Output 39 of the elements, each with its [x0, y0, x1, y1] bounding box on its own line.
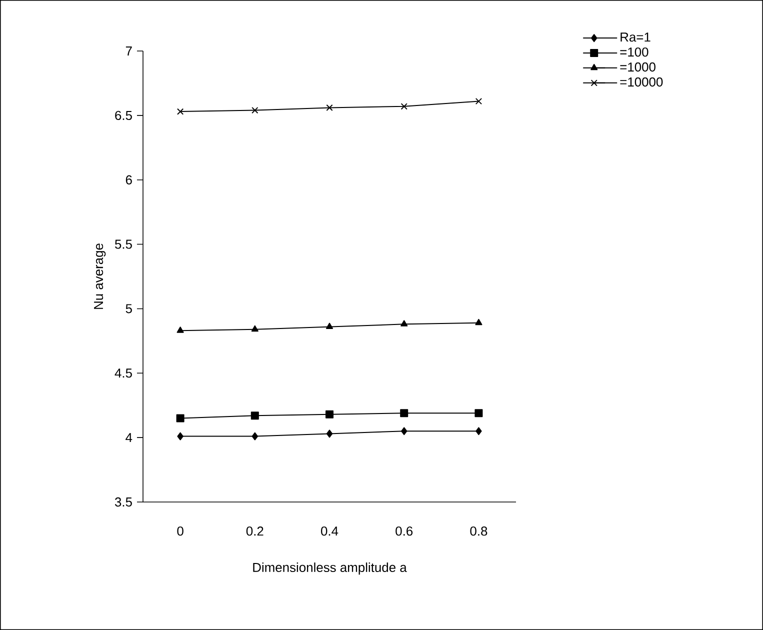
y-axis-title: Nu average	[94, 244, 106, 309]
y-tick-label: 5.5	[114, 240, 132, 249]
x-tick-label: 0.8	[470, 526, 488, 536]
point	[326, 322, 334, 330]
legend-label: =100	[620, 47, 648, 57]
point	[177, 432, 184, 440]
x-tick-label: 0.4	[321, 526, 338, 536]
point	[475, 98, 482, 105]
y-tick-label: 4.5	[114, 368, 132, 378]
point	[475, 318, 482, 326]
x-tick-label: 0.2	[246, 526, 264, 536]
legend-label: =10000	[620, 77, 663, 87]
legend-label: =1000	[620, 62, 656, 72]
point	[326, 410, 334, 418]
point	[176, 108, 184, 115]
point	[250, 412, 259, 420]
point	[176, 414, 184, 422]
point	[252, 106, 258, 114]
y-tick-label: 5	[126, 304, 132, 314]
point	[400, 103, 408, 110]
x-axis-title: Dimensionless amplitude a	[253, 562, 407, 575]
x-tick-label: 0.6	[396, 526, 413, 536]
legend-label: Ra=1	[620, 32, 650, 42]
y-tick-label: 6.5	[115, 110, 132, 120]
point	[400, 409, 408, 418]
point	[251, 325, 258, 332]
point	[476, 427, 482, 436]
point	[400, 427, 408, 436]
y-tick-label: 6	[126, 175, 132, 184]
y-tick-label: 4	[126, 433, 132, 442]
point	[326, 104, 333, 112]
y-tick-label: 7	[126, 46, 132, 56]
point	[474, 409, 483, 418]
x-tick-label: 0	[177, 526, 184, 536]
point	[176, 326, 184, 333]
point	[400, 320, 408, 326]
point	[252, 432, 258, 440]
point	[326, 430, 333, 438]
y-tick-label: 3.5	[114, 497, 132, 507]
